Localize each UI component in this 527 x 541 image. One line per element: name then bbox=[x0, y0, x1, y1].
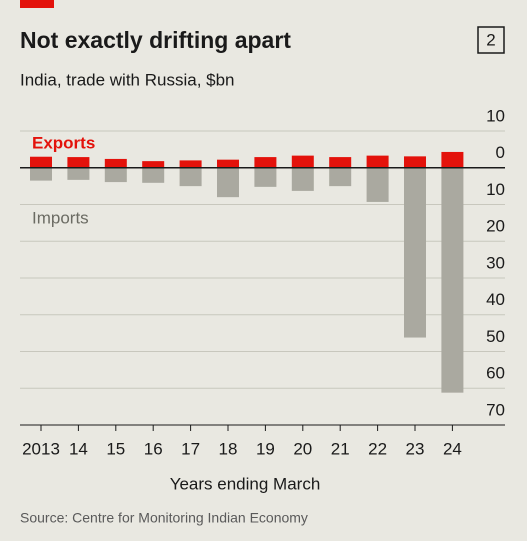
x-tick-label: 16 bbox=[144, 439, 163, 458]
bar bbox=[104, 158, 127, 168]
bar bbox=[104, 167, 127, 183]
bar bbox=[217, 167, 239, 198]
subtitle: India, trade with Russia, $bn bbox=[20, 70, 235, 89]
bar bbox=[67, 167, 90, 180]
y-tick-label: 50 bbox=[486, 327, 505, 346]
source: Source: Centre for Monitoring Indian Eco… bbox=[20, 510, 308, 526]
y-tick-label: 0 bbox=[496, 143, 505, 162]
y-tick-label: 10 bbox=[486, 180, 505, 199]
x-tick-label: 23 bbox=[406, 439, 425, 458]
bar bbox=[291, 167, 314, 191]
x-tick-label: 2013 bbox=[22, 439, 60, 458]
bar bbox=[67, 157, 90, 168]
bar bbox=[254, 167, 277, 187]
bar bbox=[142, 167, 165, 183]
bar bbox=[30, 167, 52, 181]
y-tick-label: 70 bbox=[486, 400, 505, 419]
bar bbox=[179, 167, 202, 187]
badge-box bbox=[477, 26, 505, 54]
bar bbox=[291, 155, 314, 168]
bar bbox=[404, 156, 426, 168]
x-tick-label: 18 bbox=[219, 439, 238, 458]
bar bbox=[329, 167, 352, 187]
x-tick-label: 19 bbox=[256, 439, 275, 458]
x-tick-label: 20 bbox=[293, 439, 312, 458]
bar bbox=[329, 157, 352, 168]
bar bbox=[366, 155, 389, 168]
y-tick-label: 20 bbox=[486, 217, 505, 236]
red-tag bbox=[20, 0, 54, 8]
x-tick-label: 17 bbox=[181, 439, 200, 458]
bar bbox=[142, 161, 165, 168]
x-tick-label: 14 bbox=[69, 439, 88, 458]
x-tick-label: 22 bbox=[368, 439, 387, 458]
legend-imports: Imports bbox=[32, 208, 89, 227]
x-tick-label: 24 bbox=[443, 439, 462, 458]
y-tick-label: 10 bbox=[486, 106, 505, 125]
y-tick-label: 30 bbox=[486, 253, 505, 272]
y-tick-label: 60 bbox=[486, 364, 505, 383]
bar bbox=[179, 160, 202, 168]
bar bbox=[254, 157, 277, 168]
bar bbox=[366, 167, 389, 202]
x-tick-label: 21 bbox=[331, 439, 350, 458]
bar bbox=[30, 156, 52, 168]
badge: 2 bbox=[486, 30, 495, 49]
bar bbox=[404, 167, 426, 338]
x-tick-label: 15 bbox=[106, 439, 125, 458]
bar bbox=[441, 151, 464, 168]
chart-title: Not exactly drifting apart bbox=[20, 27, 291, 53]
y-tick-label: 40 bbox=[486, 290, 505, 309]
bar bbox=[217, 159, 239, 168]
bar bbox=[441, 167, 464, 393]
legend-exports: Exports bbox=[32, 133, 95, 152]
x-axis-label: Years ending March bbox=[170, 474, 321, 493]
